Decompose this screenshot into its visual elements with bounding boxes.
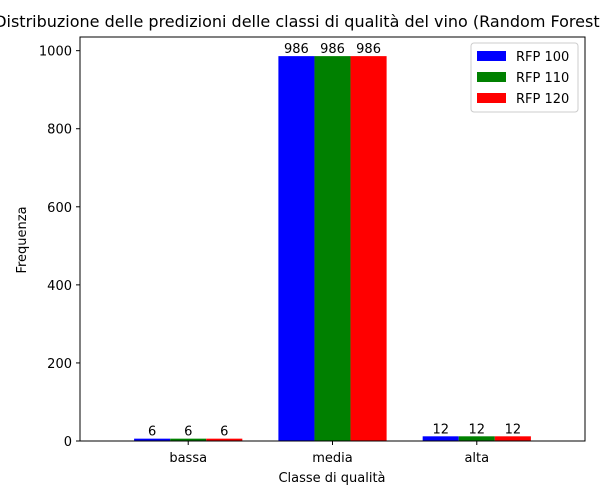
legend-swatch-1 [477,51,506,61]
legend-label-2: RFP 110 [516,71,569,86]
y-tick-label: 600 [47,201,72,216]
x-axis-title: Classe di qualità [278,471,385,486]
bar-bassa-3 [206,438,243,441]
x-tick-label-alta: alta [464,451,489,466]
data-label-media-2: 986 [320,42,345,57]
data-label-bassa-3: 6 [220,425,228,440]
x-tick-label-media: media [312,451,353,466]
data-label-alta-2: 12 [469,422,486,437]
legend-swatch-2 [477,72,506,82]
data-label-media-3: 986 [356,42,381,57]
x-tick-label-bassa: bassa [169,451,207,466]
y-tick-label: 200 [47,357,72,372]
y-tick-label: 0 [64,435,72,450]
y-axis-title: Frequenza [15,206,30,273]
bar-media-2 [314,56,351,441]
bar-alta-2 [458,436,495,441]
data-label-bassa-1: 6 [148,425,156,440]
bar-alta-1 [422,436,459,441]
plot-area: 6 986 12 6 986 12 6 986 12 0 200 400 600 800 1000 bassa… [39,36,586,466]
legend-label-1: RFP 100 [516,50,569,65]
legend: RFP 100 RFP 110 RFP 120 [470,42,579,113]
bar-media-1 [278,56,315,441]
bar-bassa-1 [134,438,171,441]
y-tick-label: 1000 [39,45,72,60]
data-label-alta-1: 12 [432,422,449,437]
legend-label-3: RFP 120 [516,92,569,107]
data-label-bassa-2: 6 [184,425,192,440]
y-tick-label: 800 [47,123,72,138]
data-label-alta-3: 12 [505,422,522,437]
bar-media-3 [350,56,387,441]
data-label-media-1: 986 [284,42,309,57]
chart-title: Distribuzione delle predizioni delle cla… [0,12,600,31]
bar-alta-3 [494,436,531,441]
bar-bassa-2 [170,438,207,441]
legend-swatch-3 [477,93,506,103]
y-tick-label: 400 [47,279,72,294]
